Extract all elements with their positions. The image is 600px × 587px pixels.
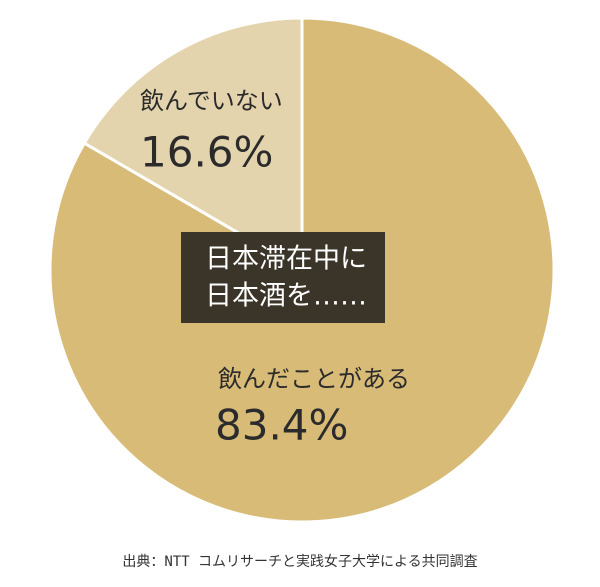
- category-label: 飲んだことがある: [218, 365, 410, 393]
- value-label: 83.4%: [215, 401, 348, 450]
- category-label: 飲んでいない: [140, 87, 283, 115]
- center-box: [181, 232, 385, 323]
- center-text: 日本酒を……: [205, 281, 367, 312]
- center-text: 日本滞在中に: [205, 244, 367, 275]
- slice: [82, 16, 304, 273]
- value-label: 16.6%: [140, 128, 273, 177]
- source: 出典：NTT コムリサーチと実践女子大学による共同調査: [122, 553, 477, 570]
